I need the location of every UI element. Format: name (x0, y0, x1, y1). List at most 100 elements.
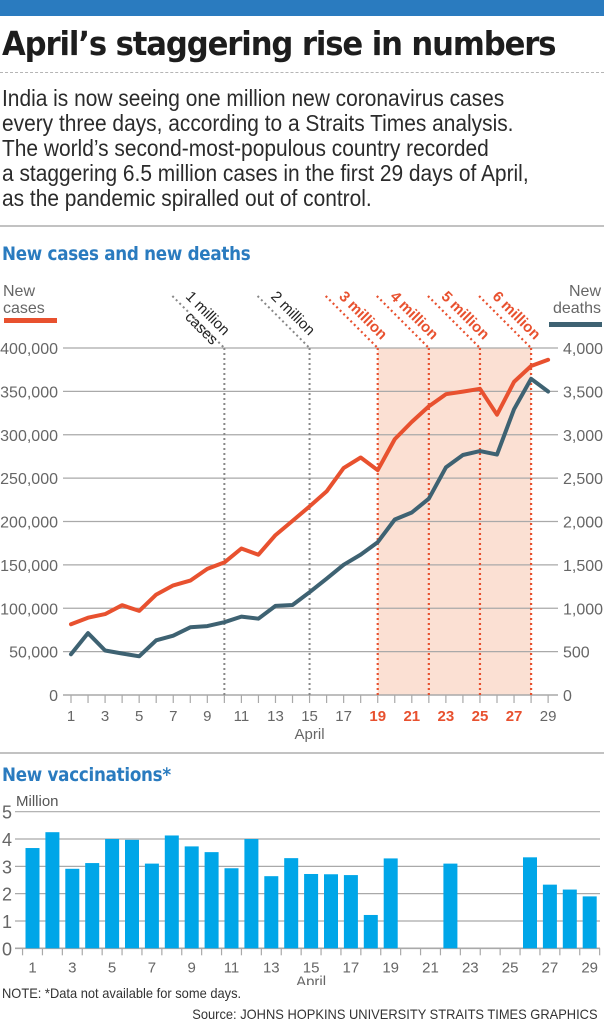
x-axis-title: April (295, 726, 325, 743)
cases-legend-label: cases (3, 300, 45, 317)
right-axis-tick-label: 2,500 (563, 471, 603, 488)
x-tick-label: 29 (581, 959, 598, 976)
x-tick-label: 3 (68, 959, 76, 976)
vaccination-bar (343, 875, 358, 949)
vaccination-bar (244, 839, 259, 949)
intro-line: India is now seeing one million new coro… (2, 85, 505, 111)
x-tick-label: 7 (148, 959, 156, 976)
left-axis-tick-label: 150,000 (0, 558, 58, 575)
x-tick-label: 9 (188, 959, 196, 976)
vaccination-bar (363, 914, 378, 949)
y-tick-label: 2 (2, 885, 12, 905)
section-divider (0, 225, 604, 227)
x-tick-label: 1 (28, 959, 36, 976)
left-axis-tick-label: 200,000 (0, 515, 58, 532)
intro-line: The world’s second-most-populous country… (2, 135, 489, 161)
y-tick-label: 4 (2, 830, 12, 850)
y-tick-label: 5 (2, 803, 12, 823)
left-axis-tick-label: 400,000 (0, 341, 58, 358)
vaccination-bar (523, 857, 537, 949)
milestone-text: 4 million (387, 288, 442, 343)
vaccination-bar (562, 889, 577, 949)
x-tick-label: 15 (303, 959, 320, 976)
x-tick-label: 11 (224, 959, 240, 976)
milestone-leader (171, 295, 226, 349)
x-tick-label: 25 (502, 959, 519, 976)
milestone-leader (324, 295, 379, 349)
milestone-label: 3 million (335, 288, 390, 343)
vaccination-bar (383, 858, 398, 949)
right-axis-tick-label: 2,000 (563, 515, 603, 532)
x-tick-label: 27 (542, 959, 559, 976)
intro-line: as the pandemic spiralled out of control… (2, 185, 372, 211)
milestone-leader (376, 295, 430, 349)
vaccination-bar (443, 863, 458, 949)
vaccinations-chart-title: New vaccinations* (2, 764, 171, 786)
milestone-leader (256, 295, 311, 349)
left-axis-tick-label: 300,000 (0, 428, 58, 445)
milestone-label: 4 million (387, 288, 442, 343)
vaccination-bar (85, 863, 100, 949)
x-tick-label: 19 (369, 708, 386, 725)
right-axis-tick-label: 3,500 (563, 384, 603, 401)
x-tick-label: 7 (169, 708, 177, 725)
vaccination-bar (264, 876, 279, 949)
section-divider (0, 752, 604, 754)
x-tick-label: 15 (301, 708, 318, 725)
right-axis-tick-label: 1,000 (563, 601, 603, 618)
right-axis-tick-label: 0 (563, 688, 572, 705)
right-axis-tick-label: 500 (563, 645, 590, 662)
x-tick-label: 11 (234, 708, 250, 725)
x-tick-label: 21 (422, 959, 439, 976)
x-tick-label: 5 (135, 708, 143, 725)
deaths-legend-label: deaths (553, 300, 601, 317)
y-tick-label: 0 (2, 939, 12, 959)
x-tick-label: 23 (462, 959, 479, 976)
vaccination-bar (204, 852, 219, 949)
milestone-label: 6 million (489, 288, 544, 343)
title-divider (0, 72, 604, 73)
milestone-leader (478, 295, 532, 349)
milestone-label: 5 million (438, 288, 493, 343)
y-axis-unit-label: Million (16, 793, 59, 810)
deaths-line (69, 376, 551, 659)
left-axis-tick-label: 350,000 (0, 384, 58, 401)
footnote: NOTE: *Data not available for some days. (2, 985, 242, 1001)
intro-paragraph: India is now seeing one million new coro… (2, 86, 572, 211)
vaccination-bar (542, 884, 557, 949)
left-axis-tick-label: 50,000 (9, 645, 58, 662)
milestone-leader (427, 295, 481, 349)
x-tick-label: 5 (108, 959, 116, 976)
vaccination-bar (65, 868, 80, 949)
x-tick-label: 25 (472, 708, 489, 725)
y-tick-label: 1 (2, 912, 12, 932)
page-title: April’s staggering rise in numbers (2, 24, 557, 63)
vaccination-bar (324, 874, 338, 949)
vaccination-bar (224, 868, 239, 949)
milestone-text: 5 million (438, 288, 493, 343)
y-tick-label: 3 (2, 857, 12, 877)
top-brand-bar (0, 0, 604, 16)
x-tick-label: 19 (382, 959, 399, 976)
deaths-legend-swatch (549, 322, 602, 327)
x-tick-label: 21 (403, 708, 420, 725)
x-tick-label: 23 (438, 708, 455, 725)
left-axis-tick-label: 0 (49, 688, 58, 705)
x-tick-label: 9 (203, 708, 211, 725)
right-axis-tick-label: 3,000 (563, 428, 603, 445)
intro-line: a staggering 6.5 million cases in the fi… (2, 160, 529, 186)
source-credit: Source: JOHNS HOPKINS UNIVERSITY STRAITS… (192, 1006, 598, 1022)
milestone-text: 6 million (489, 288, 544, 343)
vaccination-bar (25, 848, 40, 949)
cases-line (69, 357, 551, 627)
milestone-text: 2 million (267, 288, 318, 339)
vaccination-bar (184, 846, 199, 949)
x-tick-label: 13 (267, 708, 284, 725)
vaccination-bar (125, 839, 139, 949)
x-tick-label: 29 (540, 708, 557, 725)
x-tick-label: 17 (335, 708, 352, 725)
cases-deaths-chart-title: New cases and new deaths (2, 243, 251, 265)
vaccination-bar (144, 863, 159, 949)
x-tick-label: 17 (343, 959, 360, 976)
